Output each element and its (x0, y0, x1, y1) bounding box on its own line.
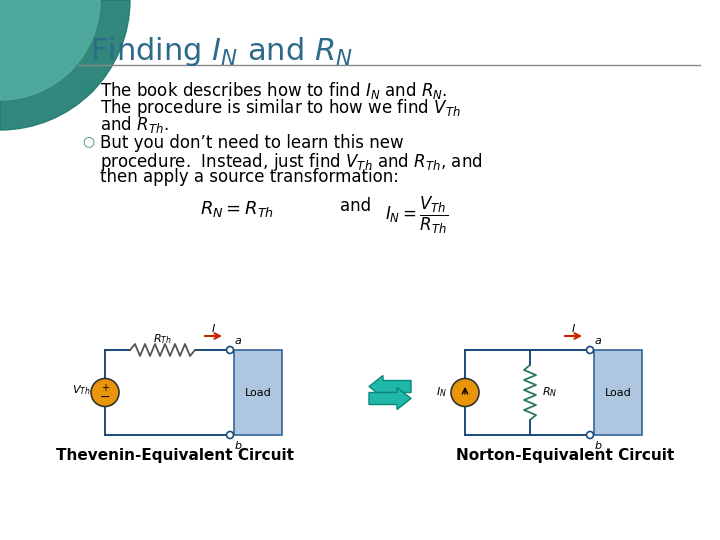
Circle shape (91, 379, 119, 407)
Circle shape (227, 347, 233, 354)
Text: $I$: $I$ (571, 322, 576, 334)
Text: then apply a source transformation:: then apply a source transformation: (100, 168, 399, 186)
Text: $a$: $a$ (594, 336, 602, 346)
Circle shape (587, 347, 593, 354)
Text: +: + (594, 380, 602, 389)
Text: $a$: $a$ (234, 336, 242, 346)
Circle shape (587, 431, 593, 438)
Text: Thevenin-Equivalent Circuit: Thevenin-Equivalent Circuit (56, 448, 294, 463)
Text: ○: ○ (82, 134, 94, 149)
Text: $R_N = R_{Th}$: $R_N = R_{Th}$ (200, 199, 274, 219)
Text: The book describes how to find $I_N$ and $R_N$.: The book describes how to find $I_N$ and… (100, 80, 447, 101)
Text: $I$: $I$ (211, 322, 216, 334)
Text: The procedure is similar to how we find $V_{Th}$: The procedure is similar to how we find … (100, 97, 461, 119)
Text: Load: Load (245, 388, 271, 397)
Text: $I_N = \dfrac{V_{Th}}{R_{Th}}$: $I_N = \dfrac{V_{Th}}{R_{Th}}$ (385, 195, 448, 236)
Text: −: − (100, 391, 110, 404)
FancyArrow shape (369, 388, 411, 409)
Text: and: and (340, 197, 371, 215)
FancyBboxPatch shape (234, 350, 282, 435)
Text: $V_{Th}$: $V_{Th}$ (72, 383, 91, 397)
FancyArrow shape (369, 375, 411, 397)
Text: $I_N$: $I_N$ (436, 386, 447, 400)
Text: +: + (234, 380, 242, 389)
Text: Load: Load (605, 388, 631, 397)
Circle shape (451, 379, 479, 407)
Text: $R_N$: $R_N$ (542, 386, 557, 400)
Wedge shape (0, 0, 100, 100)
Text: $b$: $b$ (594, 439, 603, 451)
Circle shape (227, 431, 233, 438)
FancyBboxPatch shape (594, 350, 642, 435)
Text: Finding $I_N$ and $R_N$: Finding $I_N$ and $R_N$ (90, 35, 353, 68)
Wedge shape (0, 0, 130, 130)
Text: $b$: $b$ (234, 439, 243, 451)
Text: ◉: ◉ (82, 80, 94, 94)
Text: −: − (593, 395, 603, 408)
Text: $V$: $V$ (233, 387, 243, 399)
Text: and $R_{Th}$.: and $R_{Th}$. (100, 114, 168, 135)
Text: +: + (101, 383, 109, 393)
Text: $V$: $V$ (593, 387, 603, 399)
Text: $R_{Th}$: $R_{Th}$ (153, 332, 172, 346)
Text: Norton-Equivalent Circuit: Norton-Equivalent Circuit (456, 448, 674, 463)
Text: procedure.  Instead, just find $V_{Th}$ and $R_{Th}$, and: procedure. Instead, just find $V_{Th}$ a… (100, 151, 482, 173)
Text: But you don’t need to learn this new: But you don’t need to learn this new (100, 134, 404, 152)
Text: −: − (233, 395, 243, 408)
